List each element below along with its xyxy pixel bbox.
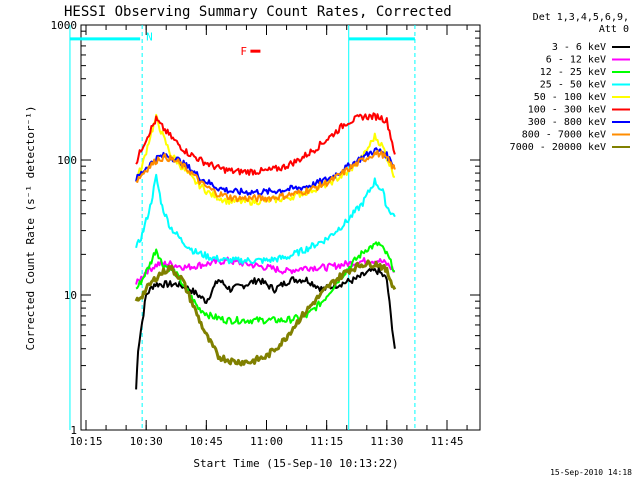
- series-line: [135, 266, 396, 390]
- legend-entry-label: 6 - 12 keV: [546, 55, 606, 66]
- x-tick-label: 11:45: [430, 435, 463, 448]
- chart-title: HESSI Observing Summary Count Rates, Cor…: [64, 4, 452, 20]
- y-tick-label: 100: [57, 154, 77, 167]
- series-line: [135, 112, 396, 176]
- flag-annotation: F: [240, 45, 247, 58]
- legend-entry-label: 7000 - 20000 keV: [510, 142, 606, 153]
- plot-frame: [80, 24, 481, 431]
- legend-header-line-1: Det 1,3,4,5,6,9,: [533, 12, 629, 23]
- series-line: [135, 149, 396, 203]
- x-axis-label: Start Time (15-Sep-10 10:13:22): [193, 457, 398, 470]
- legend-entry-label: 100 - 300 keV: [528, 105, 606, 116]
- legend-entry-label: 800 - 7000 keV: [522, 130, 606, 141]
- legend-entry-label: 3 - 6 keV: [552, 42, 606, 53]
- series-line: [134, 259, 397, 367]
- x-tick-label: 10:30: [130, 435, 163, 448]
- legend-entry-label: 300 - 800 keV: [528, 117, 606, 128]
- plot-area: 110100100010:1510:3010:4511:0011:1511:30…: [51, 19, 481, 448]
- x-tick-label: 11:15: [310, 435, 343, 448]
- legend-entry-label: 50 - 100 keV: [534, 92, 606, 103]
- legend: Det 1,3,4,5,6,9, Att 0 3 - 6 keV 6 - 12 k…: [510, 12, 630, 153]
- x-tick-label: 11:00: [250, 435, 283, 448]
- y-tick-label: 1: [70, 424, 77, 437]
- x-tick-label: 11:30: [370, 435, 403, 448]
- y-axis-label: Corrected Count Rate (s⁻¹ detector⁻¹): [24, 105, 37, 350]
- x-tick-label: 10:45: [190, 435, 223, 448]
- y-tick-label: 1000: [51, 19, 78, 32]
- generation-timestamp: 15-Sep-2010 14:18: [550, 468, 632, 477]
- legend-header-line-2: Att 0: [599, 24, 629, 35]
- legend-entry-label: 12 - 25 keV: [540, 67, 606, 78]
- flag-annotation: N: [146, 31, 153, 44]
- x-tick-label: 10:15: [69, 435, 102, 448]
- series-line: [135, 241, 395, 325]
- series-line: [135, 173, 396, 265]
- legend-entry-label: 25 - 50 keV: [540, 80, 606, 91]
